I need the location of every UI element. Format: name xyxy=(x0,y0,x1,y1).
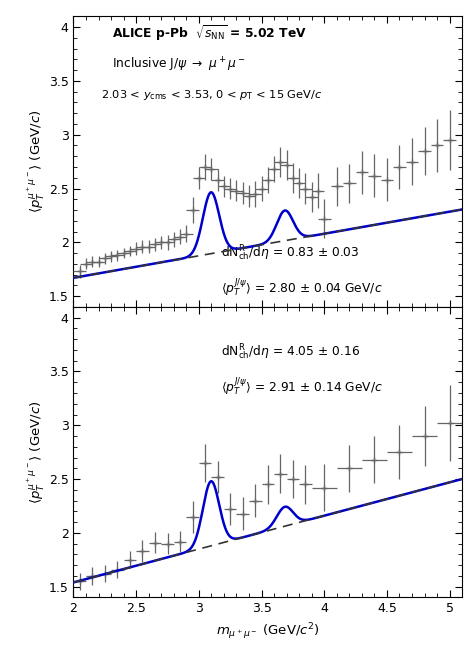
Text: dN$^{\mathrm{R}}_{\mathrm{ch}}$/d$\eta$ = 4.05 $\pm$ 0.16: dN$^{\mathrm{R}}_{\mathrm{ch}}$/d$\eta$ … xyxy=(221,342,360,362)
Y-axis label: $\langle p_T^{\mu^+\mu^-}\rangle$ (GeV/$c$): $\langle p_T^{\mu^+\mu^-}\rangle$ (GeV/$… xyxy=(26,110,47,214)
Y-axis label: $\langle p_T^{\mu^+\mu^-}\rangle$ (GeV/$c$): $\langle p_T^{\mu^+\mu^-}\rangle$ (GeV/$… xyxy=(26,400,47,504)
X-axis label: $m_{\mu^+\mu^-}$ (GeV/$c^2$): $m_{\mu^+\mu^-}$ (GeV/$c^2$) xyxy=(216,621,319,641)
Text: 2.03 < $y_{\mathrm{cms}}$ < 3.53, 0 < $p_{\mathrm{T}}$ < 15 GeV/$c$: 2.03 < $y_{\mathrm{cms}}$ < 3.53, 0 < $p… xyxy=(100,88,322,101)
Text: ALICE p-Pb  $\sqrt{s_{\mathrm{NN}}}$ = 5.02 TeV: ALICE p-Pb $\sqrt{s_{\mathrm{NN}}}$ = 5.… xyxy=(112,24,307,43)
Text: dN$^{\mathrm{R}}_{\mathrm{ch}}$/d$\eta$ = 0.83 $\pm$ 0.03: dN$^{\mathrm{R}}_{\mathrm{ch}}$/d$\eta$ … xyxy=(221,243,360,263)
Text: $\langle p_T^{J/\psi}\rangle$ = 2.80 $\pm$ 0.04 GeV/$c$: $\langle p_T^{J/\psi}\rangle$ = 2.80 $\p… xyxy=(221,278,383,300)
Text: Inclusive J/$\psi$ $\rightarrow$ $\mu^+\mu^-$: Inclusive J/$\psi$ $\rightarrow$ $\mu^+\… xyxy=(112,56,246,74)
Text: $\langle p_T^{J/\psi}\rangle$ = 2.91 $\pm$ 0.14 GeV/$c$: $\langle p_T^{J/\psi}\rangle$ = 2.91 $\p… xyxy=(221,377,383,398)
